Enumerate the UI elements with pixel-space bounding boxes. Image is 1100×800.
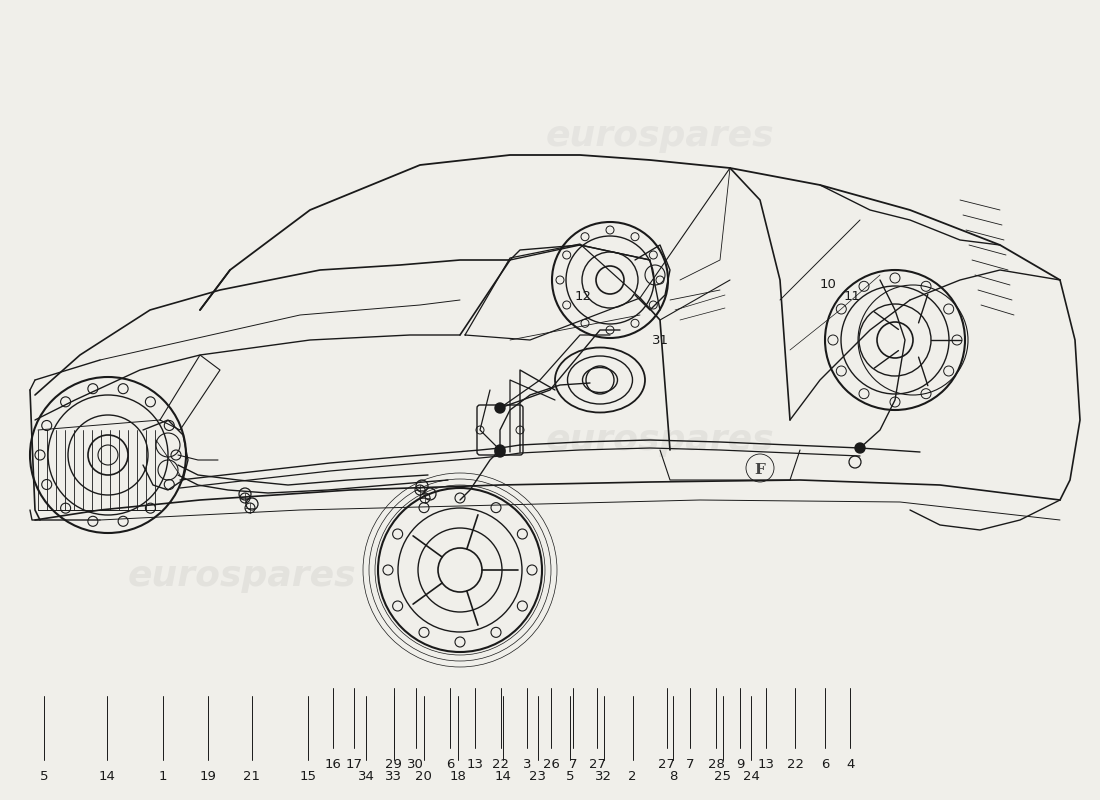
Text: 13: 13 <box>466 758 484 770</box>
Text: 4: 4 <box>846 758 855 770</box>
Text: F: F <box>755 463 766 477</box>
Circle shape <box>495 403 505 413</box>
Text: 1: 1 <box>158 770 167 782</box>
Text: 20: 20 <box>415 770 432 782</box>
Text: 29: 29 <box>385 758 403 770</box>
Text: 7: 7 <box>685 758 694 770</box>
Text: 12: 12 <box>574 290 592 302</box>
Text: 16: 16 <box>324 758 342 770</box>
Text: 21: 21 <box>243 770 261 782</box>
Text: 3: 3 <box>522 758 531 770</box>
Text: 25: 25 <box>714 770 732 782</box>
Text: 5: 5 <box>565 770 574 782</box>
Text: 27: 27 <box>588 758 606 770</box>
Text: 14: 14 <box>494 770 512 782</box>
Text: 19: 19 <box>199 770 217 782</box>
Text: 32: 32 <box>595 770 613 782</box>
Text: 7: 7 <box>569 758 578 770</box>
Text: 11: 11 <box>844 290 861 302</box>
Text: 2: 2 <box>628 770 637 782</box>
Text: 15: 15 <box>299 770 317 782</box>
Text: 22: 22 <box>492 758 509 770</box>
Text: 30: 30 <box>407 758 425 770</box>
Text: 14: 14 <box>98 770 116 782</box>
Text: 23: 23 <box>529 770 547 782</box>
Text: 24: 24 <box>742 770 760 782</box>
Text: 22: 22 <box>786 758 804 770</box>
Text: 10: 10 <box>820 278 837 290</box>
Text: 33: 33 <box>385 770 403 782</box>
Text: 26: 26 <box>542 758 560 770</box>
Text: 18: 18 <box>449 770 466 782</box>
Text: 31: 31 <box>651 334 669 346</box>
Circle shape <box>495 445 505 455</box>
Text: 13: 13 <box>757 758 774 770</box>
Text: 28: 28 <box>707 758 725 770</box>
Text: 34: 34 <box>358 770 375 782</box>
Text: 17: 17 <box>345 758 363 770</box>
Text: 5: 5 <box>40 770 48 782</box>
Circle shape <box>495 447 505 457</box>
Text: 8: 8 <box>669 770 678 782</box>
Text: eurospares: eurospares <box>546 119 774 153</box>
Text: eurospares: eurospares <box>546 423 774 457</box>
Text: 6: 6 <box>446 758 454 770</box>
Text: 27: 27 <box>658 758 675 770</box>
Circle shape <box>855 443 865 453</box>
Text: 9: 9 <box>736 758 745 770</box>
Text: 6: 6 <box>821 758 829 770</box>
Text: eurospares: eurospares <box>128 559 356 593</box>
